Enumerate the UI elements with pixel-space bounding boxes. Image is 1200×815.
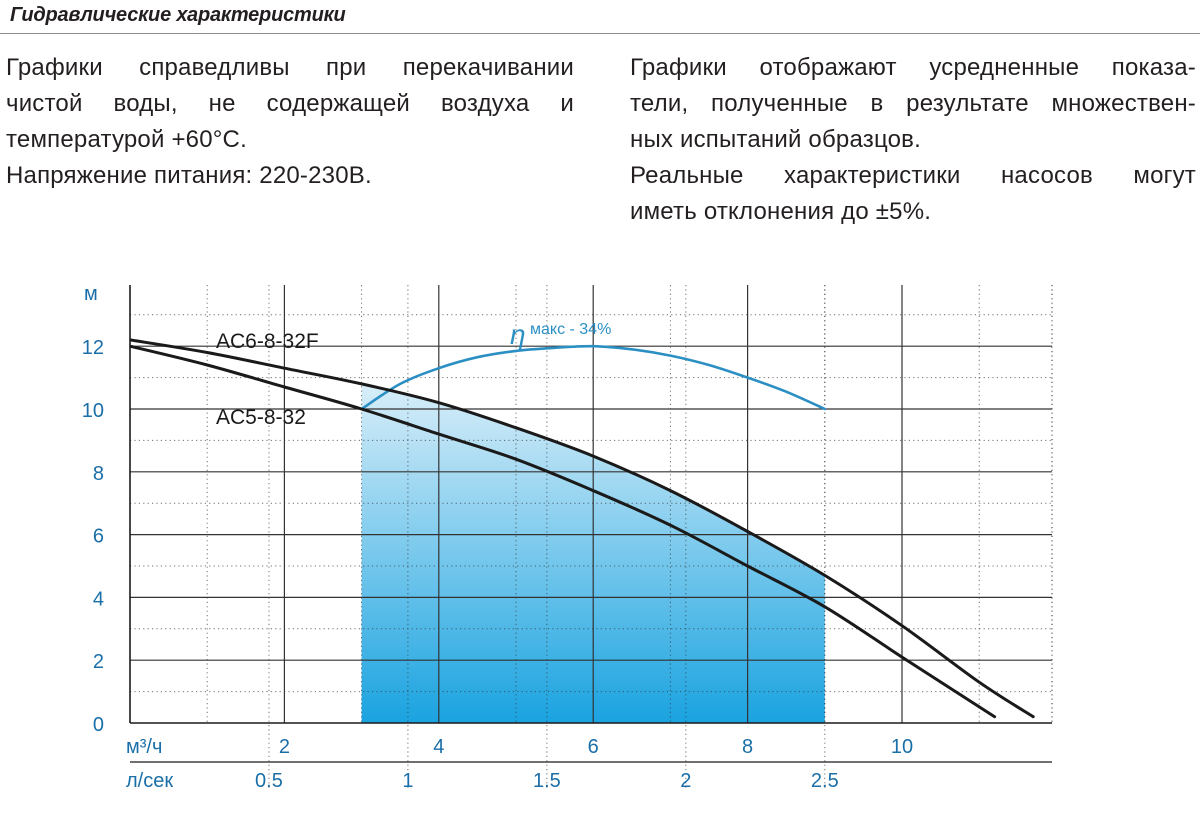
notes-left-line: чистой воды, не содержащей воздуха и [6, 90, 574, 117]
header-divider [0, 33, 1200, 34]
x2-tick-label: 0.5 [255, 770, 283, 792]
y-tick-label: 10 [82, 400, 104, 422]
x-tick-label: 10 [891, 736, 913, 758]
efficiency-label: макс - 34% [530, 321, 611, 338]
y-tick-label: 12 [82, 337, 104, 359]
notes-left-line: Графики справедливы при перекачивании [6, 54, 574, 81]
section-header: Гидравлические характеристики [0, 0, 1200, 36]
y-tick-label: 6 [93, 526, 104, 548]
x-tick-label: 8 [742, 736, 753, 758]
efficiency-symbol: η [510, 319, 526, 350]
labels-layer: 0 2 4 6 8 10 12 м 2 4 6 8 10 м³/ч 0.5 1 1.5 2 2.5 л/сек AC6-… [82, 283, 913, 792]
x-tick-label: 4 [433, 736, 444, 758]
x-tick-label: 2 [279, 736, 290, 758]
x2-tick-label: 1.5 [533, 770, 561, 792]
efficiency-curve [360, 344, 827, 411]
x2-tick-label: 2 [680, 770, 691, 792]
notes-left-paragraph-2: Напряжение питания: 220-230В. [6, 158, 574, 194]
notes-right-line: иметь отклонения до ±5%. [630, 198, 932, 225]
y-axis-label: м [84, 283, 98, 305]
x2-axis-label: л/сек [126, 770, 173, 792]
curve-series-2 [130, 344, 997, 719]
y-tick-label: 4 [93, 588, 104, 610]
y-tick-label: 0 [93, 714, 104, 736]
notes-left-paragraph-1: Графики справедливы при перекачивании чи… [6, 50, 574, 158]
notes-right-line: Графики отображают усредненные показа- [630, 54, 1196, 81]
notes-left: Графики справедливы при перекачивании чи… [6, 50, 574, 194]
y-tick-label: 2 [93, 651, 104, 673]
y-tick-label: 8 [93, 463, 104, 485]
notes-right-line: тели, полученные в результате множествен… [630, 90, 1196, 117]
grid-layer [130, 285, 1052, 790]
notes-left-line: температурой +60°C. [6, 126, 247, 153]
x2-tick-label: 2.5 [811, 770, 839, 792]
curve-series-1 [130, 338, 1035, 719]
notes-left-voltage: Напряжение питания: 220-230В. [6, 162, 372, 189]
section-title: Гидравлические характеристики [10, 4, 346, 26]
x-tick-label: 6 [588, 736, 599, 758]
x-axis-label: м³/ч [126, 736, 162, 758]
series-label: AC6-8-32F [216, 330, 319, 353]
notes-right-paragraph-1: Графики отображают усредненные показа- т… [630, 50, 1196, 158]
notes-right-line: Реальные характеристики насосов могут [630, 162, 1196, 189]
notes-right-paragraph-2: Реальные характеристики насосов могут им… [630, 158, 1196, 230]
notes-right: Графики отображают усредненные показа- т… [630, 50, 1196, 230]
axes-layer [129, 285, 1053, 763]
curves-layer [130, 338, 1035, 719]
x2-tick-label: 1 [402, 770, 413, 792]
notes-right-line: ных испытаний образцов. [630, 126, 921, 153]
series-label: AC5-8-32 [216, 406, 306, 429]
